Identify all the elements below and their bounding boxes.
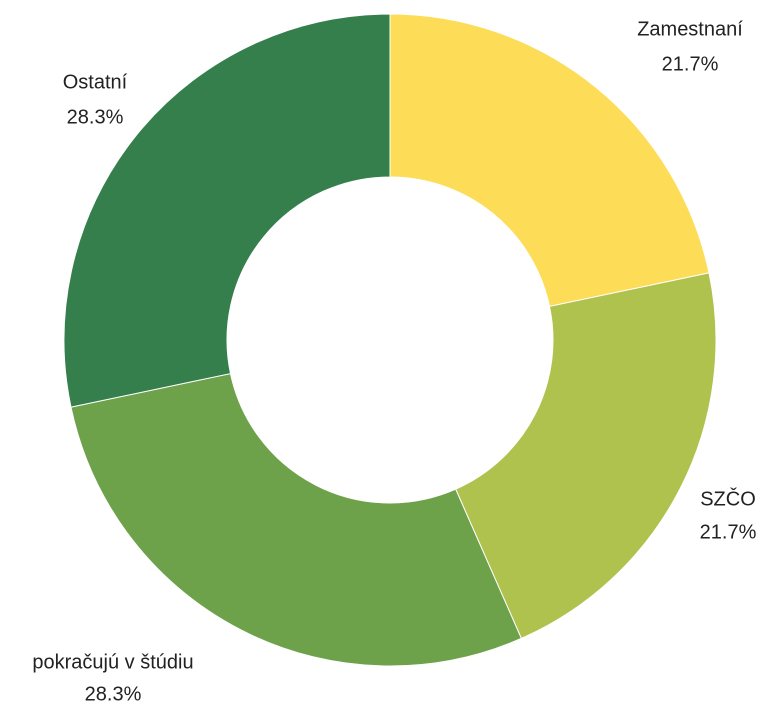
slice-label: pokračujú v štúdiu bbox=[32, 651, 193, 673]
slice-value-label: 28.3% bbox=[85, 683, 142, 705]
slice-value-label: 28.3% bbox=[67, 106, 124, 128]
donut-slice bbox=[70, 372, 523, 667]
slice-label: SZČO bbox=[700, 487, 756, 510]
donut-slice bbox=[63, 13, 391, 408]
donut-slice bbox=[389, 13, 710, 308]
donut-slice bbox=[455, 272, 717, 640]
slice-value-label: 21.7% bbox=[662, 53, 719, 75]
slice-label: Ostatní bbox=[63, 71, 128, 93]
slice-value-label: 21.7% bbox=[700, 521, 757, 543]
slice-label: Zamestnaní bbox=[637, 18, 743, 40]
